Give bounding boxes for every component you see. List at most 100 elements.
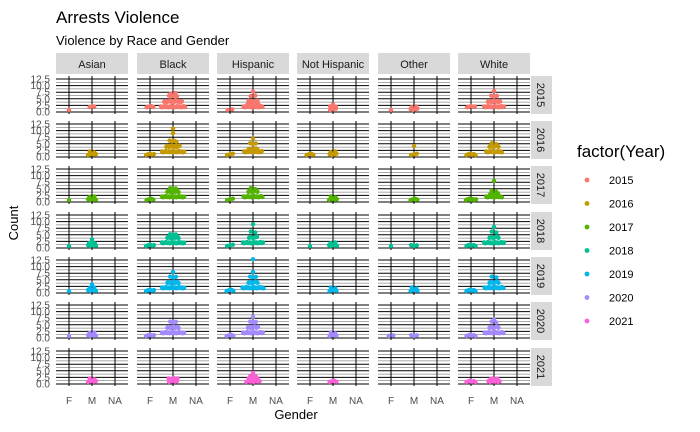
strip-2019 [531, 257, 552, 295]
point-2018-hispanic-m [248, 229, 253, 234]
point-2016-hispanic-f [230, 151, 236, 156]
point-2016-white-f [473, 152, 478, 158]
point-2021-hispanic-m [253, 374, 259, 379]
y-tick-label: 0.0 [36, 289, 50, 300]
y-tick-label: 12.5 [31, 120, 51, 131]
point-2015-black-m [168, 91, 173, 96]
point-2019-hispanic-m [261, 286, 266, 291]
point-2018-not-hispanic-m [328, 240, 333, 246]
strip-white [458, 53, 530, 74]
point-2015-hispanic-m [255, 98, 260, 104]
point-2015-white-m [497, 99, 503, 104]
strip-2016 [531, 121, 552, 159]
point-2016-hispanic-m [253, 141, 259, 146]
point-2018-asian-f [66, 243, 72, 249]
point-2016-hispanic-m [259, 148, 265, 154]
strip-label-not-hispanic: Not Hispanic [302, 59, 365, 71]
strip-hispanic [217, 53, 289, 74]
x-tick-label-f: F [147, 396, 153, 407]
point-2020-hispanic-m [250, 314, 256, 320]
point-2016-black-m [181, 149, 187, 154]
point-2015-black-m [173, 90, 178, 96]
point-2018-hispanic-m [253, 230, 258, 235]
strip-label-2017: 2017 [534, 173, 546, 197]
point-2016-black-f [151, 151, 157, 157]
y-axis-ticks: 0.02.55.07.510.012.50.02.55.07.510.012.5… [31, 75, 51, 391]
point-2019-black-f [151, 287, 157, 293]
point-2019-asian-m [87, 285, 92, 291]
panel-asian-2020 [56, 302, 128, 340]
point-2015-other-m [409, 104, 414, 110]
point-2019-hispanic-m [250, 257, 256, 262]
y-tick-label: 10.0 [31, 262, 51, 273]
point-2019-white-m [496, 280, 501, 285]
panel-other-2018 [378, 212, 450, 250]
y-tick-label: 7.5 [36, 133, 50, 144]
point-2019-hispanic-m [250, 269, 256, 275]
strip-label-white: White [480, 59, 508, 71]
point-2020-black-m [173, 319, 179, 325]
point-2020-hispanic-m [253, 319, 259, 325]
point-2016-not-hispanic-m [333, 149, 338, 154]
strip-other [378, 53, 450, 74]
y-tick-label: 2.5 [36, 146, 50, 157]
point-2020-hispanic-m [255, 324, 261, 330]
strip-2018 [531, 212, 552, 250]
point-2017-hispanic-f [230, 196, 236, 201]
panel-hispanic-2017 [217, 166, 289, 204]
strip-not-hispanic [297, 53, 369, 74]
point-2016-black-m [174, 139, 179, 144]
chart-subtitle: Violence by Race and Gender [56, 33, 230, 48]
year-strips: 2015 2016 2017 2018 2019 2020 2021 [531, 76, 552, 386]
y-tick-label: 0.0 [36, 153, 50, 164]
point-2017-asian-m [93, 197, 99, 202]
point-2019-white-m [501, 285, 506, 291]
x-tick-label-na: NA [269, 396, 283, 407]
strip-label-2020: 2020 [534, 309, 546, 333]
x-tick-label-na: NA [430, 396, 444, 407]
point-2018-white-m [494, 230, 499, 235]
point-2015-hispanic-m [248, 93, 253, 99]
point-2019-black-m [176, 280, 181, 286]
point-2017-white-m [491, 178, 497, 184]
point-2019-white-m [489, 274, 494, 279]
point-2018-black-f [151, 242, 157, 248]
point-2018-asian-m [92, 241, 98, 246]
point-2019-other-m [414, 286, 419, 291]
point-2017-white-m [494, 189, 499, 194]
panel-asian-2021 [56, 348, 128, 386]
point-2015-not-hispanic-m [330, 102, 336, 107]
point-2019-asian-m [92, 285, 97, 290]
point-2015-white-m [494, 93, 500, 99]
point-2020-white-f [473, 333, 478, 339]
y-tick-label: 0.0 [36, 108, 50, 119]
point-2018-white-m [489, 229, 494, 234]
strip-2015 [531, 76, 552, 114]
y-tick-label: 10.0 [31, 307, 51, 318]
x-tick-label-m: M [169, 396, 177, 407]
point-2015-hispanic-m [256, 102, 261, 107]
strip-2020 [531, 302, 552, 340]
y-tick-label: 5.0 [36, 139, 50, 150]
x-tick-label-m: M [249, 396, 257, 407]
x-tick-label-m: M [88, 396, 96, 407]
point-2016-hispanic-m [255, 147, 260, 152]
y-tick-label: 5.0 [36, 230, 50, 241]
x-tick-label-m: M [329, 396, 337, 407]
point-2015-other-f [388, 107, 394, 113]
point-2019-hispanic-m [253, 274, 259, 280]
point-2020-other-f [391, 333, 396, 338]
point-2016-other-m [414, 151, 420, 156]
strip-asian [56, 53, 128, 74]
point-2021-white-f [473, 379, 478, 385]
point-2015-white-m [491, 88, 497, 94]
panel-other-2016 [378, 121, 450, 159]
point-2016-hispanic-m [250, 136, 256, 141]
point-2021-not-hispanic-m [334, 379, 339, 384]
point-2020-white-m [501, 330, 506, 336]
point-2016-white-m [494, 141, 499, 147]
strip-label-2021: 2021 [534, 355, 546, 379]
point-2017-other-m [415, 197, 420, 202]
x-tick-label-f: F [307, 396, 313, 407]
y-tick-label: 10.0 [31, 353, 51, 364]
